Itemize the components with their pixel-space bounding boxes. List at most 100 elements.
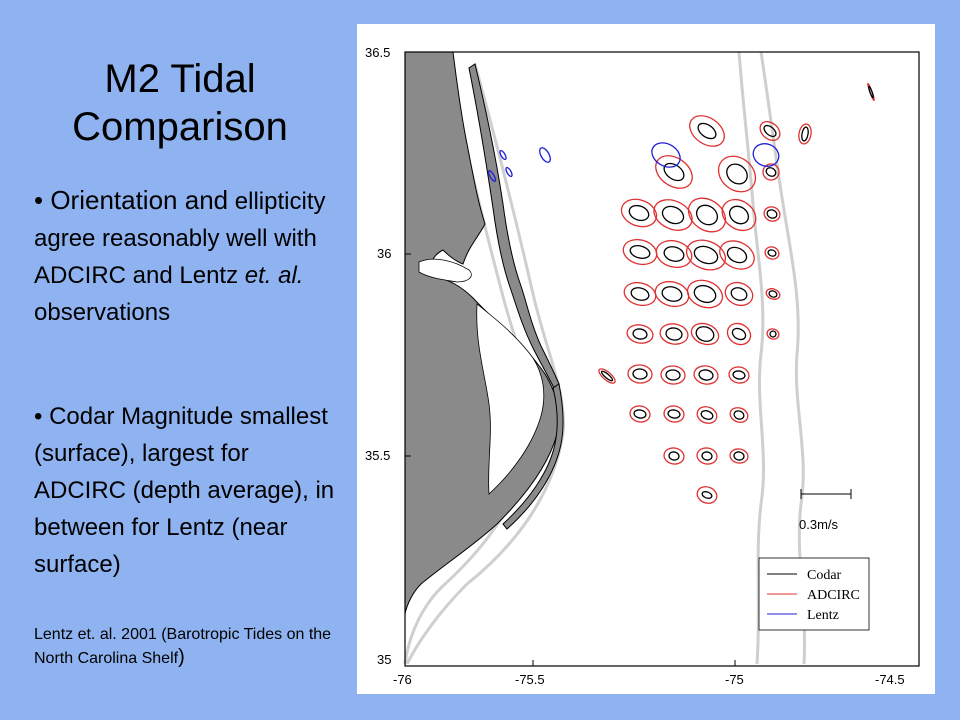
scale-label: 0.3m/s xyxy=(799,517,839,532)
tidal-ellipse-map: 36.5 36 35.5 35 -76 -75.5 -75 -74.5 0.3m… xyxy=(365,45,920,687)
adcirc-ellipse xyxy=(728,366,750,384)
y-axis: 36.5 36 35.5 35 xyxy=(365,45,411,667)
adcirc-ellipse xyxy=(627,364,653,384)
codar-ellipse xyxy=(632,368,648,380)
adcirc-ellipse xyxy=(765,288,781,300)
y-tick-35-5: 35.5 xyxy=(365,448,390,463)
y-tick-36-5: 36.5 xyxy=(365,45,390,60)
codar-ellipse xyxy=(728,205,750,225)
codar-ellipse xyxy=(667,409,681,419)
isobath-outer xyxy=(759,51,806,665)
codar-ellipse xyxy=(726,246,748,264)
codar-ellipse xyxy=(868,85,874,99)
adcirc-ellipse xyxy=(717,155,757,193)
codar-ellipse xyxy=(628,204,650,222)
codar-ellipse xyxy=(693,284,717,304)
scale-bar xyxy=(800,489,852,499)
codar-ellipse xyxy=(726,163,748,185)
codar-ellipse xyxy=(633,409,647,419)
adcirc-ellipse xyxy=(689,115,725,147)
adcirc-ellipse xyxy=(660,365,686,385)
adcirc-ellipse xyxy=(759,120,781,142)
tidal-ellipses xyxy=(487,82,875,504)
y-tick-35: 35 xyxy=(377,652,391,667)
adcirc-ellipse xyxy=(626,324,654,344)
codar-ellipse xyxy=(693,245,719,265)
adcirc-ellipse xyxy=(687,197,727,233)
codar-ellipse xyxy=(668,451,680,461)
adcirc-ellipse xyxy=(622,238,658,266)
title-line-1: M2 Tidal xyxy=(104,57,256,101)
adcirc-ellipse xyxy=(696,486,718,504)
bullet-codar-magnitude: • Codar Magnitude smallest (surface), la… xyxy=(34,403,335,578)
codar-ellipse xyxy=(695,326,715,342)
codar-ellipse xyxy=(663,162,685,182)
bullet-1-end: observations xyxy=(34,299,171,326)
adcirc-ellipse xyxy=(686,279,724,309)
adcirc-ellipse xyxy=(663,447,685,465)
adcirc-ellipse xyxy=(724,281,754,307)
codar-ellipse xyxy=(665,369,681,381)
codar-ellipse xyxy=(700,410,714,420)
codar-ellipse xyxy=(629,245,651,259)
adcirc-ellipse xyxy=(696,447,718,465)
slide-title: M2 Tidal Comparison xyxy=(20,55,340,151)
codar-ellipse xyxy=(661,205,685,225)
codar-ellipse xyxy=(698,369,714,381)
codar-ellipse xyxy=(630,287,650,301)
adcirc-ellipse xyxy=(764,246,780,260)
codar-ellipse xyxy=(665,327,683,341)
adcirc-ellipse xyxy=(696,406,718,424)
adcirc-ellipse xyxy=(653,199,693,231)
adcirc-ellipse xyxy=(620,198,658,228)
adcirc-ellipse xyxy=(721,198,757,232)
adcirc-ellipse xyxy=(663,405,685,423)
adcirc-ellipse xyxy=(798,123,812,145)
isobath-mid xyxy=(737,51,766,665)
codar-ellipse xyxy=(765,167,777,177)
lentz-ellipse xyxy=(651,142,681,168)
codar-ellipse xyxy=(697,122,717,140)
legend-adcirc-label: ADCIRC xyxy=(807,588,860,603)
adcirc-ellipse xyxy=(763,206,781,222)
codar-ellipse xyxy=(763,124,777,138)
x-tick-76: -76 xyxy=(393,672,412,687)
codar-ellipse xyxy=(766,209,778,219)
codar-ellipse xyxy=(600,370,614,382)
codar-ellipse xyxy=(632,328,648,340)
bullet-1-start: • Orientation and xyxy=(34,185,229,215)
codar-ellipse xyxy=(768,290,778,298)
codar-ellipse xyxy=(733,410,745,420)
lentz-ellipse xyxy=(499,149,507,161)
lentz-ellipse xyxy=(487,170,497,182)
lentz-ellipse xyxy=(505,166,513,178)
citation-text: Lentz et. al. 2001 (Barotropic Tides on … xyxy=(34,626,332,667)
x-tick-75: -75 xyxy=(725,672,744,687)
lentz-ellipse xyxy=(752,143,780,167)
codar-ellipse xyxy=(701,491,713,499)
legend-codar-label: Codar xyxy=(807,568,842,583)
adcirc-ellipse xyxy=(655,155,693,189)
outer-banks-south xyxy=(502,383,564,530)
adcirc-ellipse xyxy=(729,407,749,423)
y-tick-36: 36 xyxy=(377,246,391,261)
codar-ellipse xyxy=(769,330,777,338)
bullet-orientation: • Orientation and ellipticity agree reas… xyxy=(34,182,344,331)
codar-ellipse xyxy=(730,287,748,301)
albemarle-sound xyxy=(418,258,472,283)
citation: Lentz et. al. 2001 (Barotropic Tides on … xyxy=(34,624,334,670)
adcirc-ellipse xyxy=(623,281,657,307)
codar-ellipse xyxy=(732,370,746,380)
adcirc-ellipse xyxy=(685,239,727,271)
codar-ellipse xyxy=(731,327,747,341)
adcirc-ellipse xyxy=(690,322,720,346)
x-tick-75-5: -75.5 xyxy=(515,672,545,687)
adcirc-ellipse xyxy=(659,323,689,345)
adcirc-ellipse xyxy=(726,322,752,346)
codar-ellipse xyxy=(663,246,685,262)
adcirc-ellipse xyxy=(655,239,693,269)
adcirc-ellipse xyxy=(693,365,719,385)
adcirc-ellipse xyxy=(867,82,875,102)
lentz-ellipse xyxy=(539,147,551,163)
codar-ellipse xyxy=(801,126,809,142)
